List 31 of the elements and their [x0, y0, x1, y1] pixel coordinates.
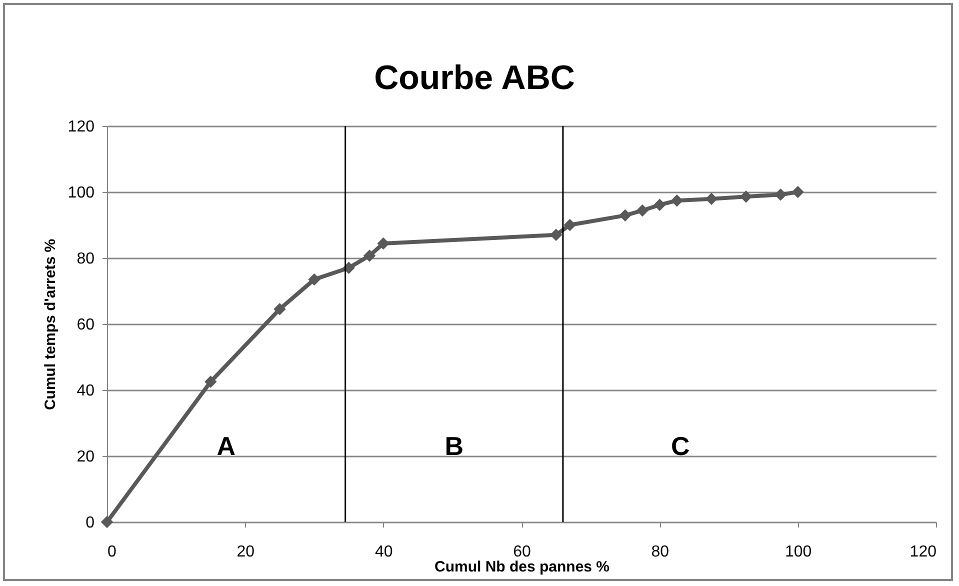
annotation: B [444, 430, 464, 461]
y-axis-title: Cumul temps d'arrets % [42, 238, 59, 410]
point [792, 186, 804, 198]
x-tick-label: 120 [910, 544, 937, 560]
y-tick-label: 80 [76, 250, 95, 268]
y-tick-label: 100 [68, 184, 95, 202]
point [204, 376, 217, 388]
annotation: A [216, 430, 236, 461]
point [274, 303, 286, 316]
point [636, 204, 649, 217]
point [564, 218, 576, 232]
point [377, 237, 390, 250]
annotation: C [671, 430, 690, 461]
chart-title: Courbe ABC [374, 59, 575, 97]
y-tick-label: 0 [86, 514, 95, 532]
x-tick-label: 60 [513, 544, 531, 560]
x-tick-label: 80 [651, 544, 670, 560]
y-tick-label: 120 [68, 118, 95, 136]
x-tick-label: 100 [784, 544, 812, 560]
x-tick-label: 40 [374, 544, 393, 560]
point [363, 250, 376, 262]
x-axis-title: Cumul Nb des pannes % [434, 558, 610, 576]
x-tick-label: 20 [236, 544, 255, 560]
y-tick-label: 20 [76, 448, 95, 466]
point [308, 273, 320, 286]
point [654, 198, 666, 211]
y-tick-label: 60 [76, 316, 95, 334]
y-tick-label: 40 [76, 382, 95, 400]
point [619, 209, 632, 222]
x-tick-label: 0 [108, 544, 116, 560]
point [100, 516, 114, 528]
